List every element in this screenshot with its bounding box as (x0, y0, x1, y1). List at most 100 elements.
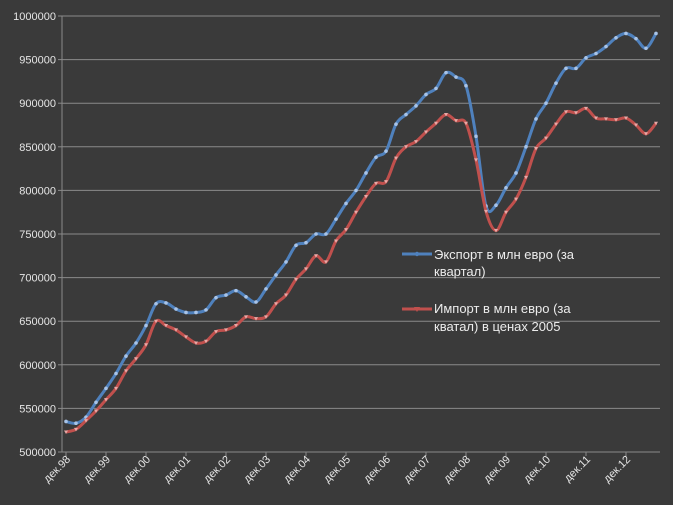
point-export-32 (384, 149, 388, 153)
point-export-7 (134, 341, 138, 345)
x-tick-label-дек.10: дек.10 (522, 454, 554, 486)
y-tick-label-850000: 850000 (19, 142, 56, 154)
point-export-9 (154, 301, 158, 306)
point-import-30 (364, 195, 368, 199)
point-export-33 (394, 122, 398, 126)
point-import-5 (114, 386, 118, 391)
point-export-17 (234, 288, 238, 293)
y-tick-label-600000: 600000 (19, 360, 56, 372)
point-export-59 (654, 31, 658, 36)
point-import-6 (124, 369, 128, 373)
point-export-40 (464, 83, 468, 88)
point-export-51 (574, 66, 578, 71)
point-export-50 (564, 66, 568, 71)
point-export-12 (184, 310, 188, 315)
point-import-44 (504, 210, 508, 215)
x-tick-label-дек.05: дек.05 (322, 454, 354, 486)
legend-label-export-line2: квартал) (434, 264, 486, 279)
y-tick-label-650000: 650000 (19, 316, 56, 328)
point-export-16 (224, 293, 228, 297)
point-import-31 (374, 181, 378, 186)
series-line-import (65, 106, 658, 434)
x-tick-label-дек.07: дек.07 (402, 454, 434, 486)
point-import-26 (324, 260, 328, 264)
point-import-24 (304, 267, 308, 271)
x-tick-label-дек.11: дек.11 (562, 454, 593, 485)
point-export-54 (604, 44, 608, 49)
point-import-2 (84, 419, 88, 423)
point-export-52 (584, 56, 588, 60)
point-import-34 (404, 145, 408, 149)
legend-label-import-line2: кватал) в ценах 2005 (434, 319, 560, 334)
point-import-9 (154, 319, 158, 324)
point-export-29 (354, 188, 358, 193)
point-export-11 (174, 307, 178, 311)
point-import-29 (354, 210, 358, 215)
point-export-8 (144, 323, 148, 328)
y-axis-ticks: 500000 550000 600000 650000 700000 750000 8000… (13, 11, 56, 459)
point-import-11 (174, 328, 178, 332)
point-export-35 (414, 104, 418, 108)
point-import-56 (624, 116, 628, 121)
point-export-6 (124, 354, 128, 358)
point-export-49 (554, 81, 558, 85)
point-export-24 (304, 240, 308, 245)
point-export-44 (504, 185, 508, 190)
y-tick-label-900000: 900000 (19, 98, 56, 110)
point-export-28 (344, 201, 348, 206)
x-tick-label-дек.00: дек.00 (122, 454, 154, 486)
point-import-37 (434, 121, 438, 126)
point-import-52 (584, 106, 588, 111)
point-import-55 (614, 118, 618, 122)
point-import-27 (334, 239, 338, 243)
point-export-23 (294, 243, 298, 248)
point-import-15 (214, 330, 218, 334)
x-tick-label-дек.99: дек.99 (82, 454, 114, 486)
point-export-25 (314, 232, 318, 236)
x-axis-ticks: дек.98 дек.99 дек.00 дек.01 дек.02 дек.03 дек.… (42, 454, 634, 486)
point-export-14 (204, 308, 208, 312)
point-export-48 (544, 101, 548, 105)
y-tick-label-500000: 500000 (19, 447, 56, 459)
point-import-51 (574, 111, 578, 115)
point-import-12 (184, 335, 188, 339)
point-export-22 (284, 260, 288, 264)
legend: Экспорт в млн евро (за квартал) Импорт в… (402, 247, 575, 334)
point-import-48 (544, 136, 548, 141)
point-import-49 (554, 122, 558, 127)
point-import-45 (514, 197, 518, 202)
x-tick-label-дек.04: дек.04 (282, 454, 314, 486)
point-import-59 (654, 121, 658, 126)
point-import-7 (134, 357, 138, 361)
point-export-58 (644, 46, 648, 51)
legend-marker-import (414, 307, 420, 312)
point-import-42 (484, 209, 488, 214)
legend-label-export-line1: Экспорт в млн евро (за (434, 247, 575, 262)
point-import-33 (394, 156, 398, 161)
point-import-46 (524, 175, 528, 180)
point-export-43 (494, 203, 498, 208)
point-export-31 (374, 155, 378, 160)
point-export-36 (424, 92, 428, 97)
point-export-38 (444, 70, 448, 75)
point-export-46 (524, 145, 528, 149)
grid-lines (58, 15, 660, 456)
point-export-45 (514, 171, 518, 175)
y-tick-label-550000: 550000 (19, 403, 56, 415)
point-import-40 (464, 121, 468, 126)
x-tick-label-дек.02: дек.02 (202, 454, 234, 486)
point-export-47 (534, 117, 538, 121)
point-export-27 (334, 217, 338, 221)
x-tick-label-дек.09: дек.09 (482, 454, 514, 486)
point-export-41 (474, 134, 478, 139)
x-tick-label-дек.01: дек.01 (162, 454, 194, 486)
point-import-4 (104, 398, 108, 402)
point-export-1 (74, 421, 78, 426)
point-export-21 (274, 273, 278, 277)
point-export-39 (454, 75, 458, 79)
point-import-50 (564, 110, 568, 114)
point-import-32 (384, 180, 388, 184)
y-tick-label-750000: 750000 (19, 229, 56, 241)
point-import-14 (204, 339, 208, 344)
